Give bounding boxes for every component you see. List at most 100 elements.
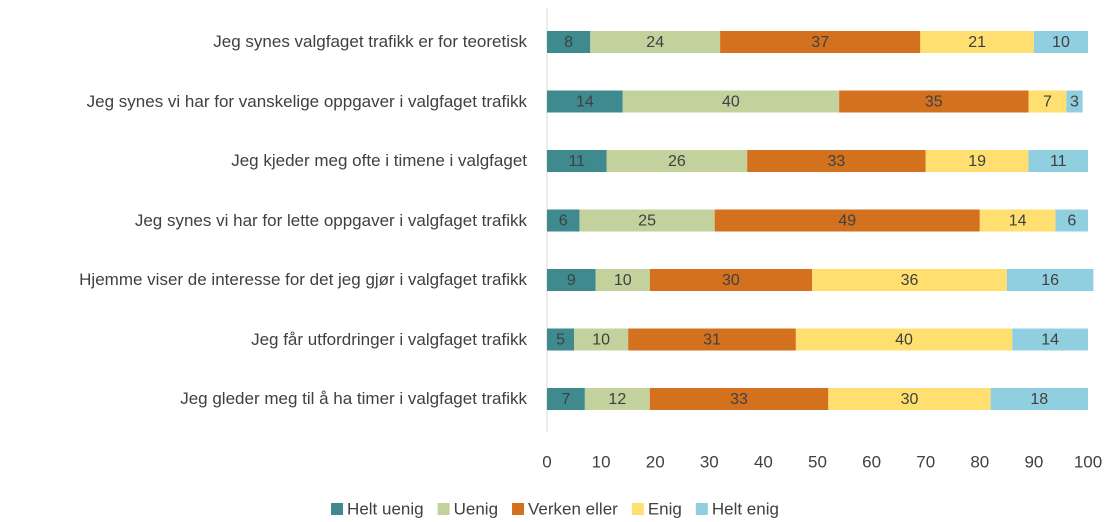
data-label: 10 xyxy=(614,272,632,289)
bar-segment xyxy=(1028,150,1088,172)
bar-segment xyxy=(606,150,748,172)
bar-segment xyxy=(649,269,813,291)
bar-segment xyxy=(828,388,991,410)
data-label: 33 xyxy=(730,391,748,408)
legend-swatch xyxy=(695,503,708,515)
data-label: 37 xyxy=(811,34,829,51)
legend-label: Verken eller xyxy=(528,499,618,518)
bar-segment xyxy=(1033,31,1088,53)
y-tick-label: Hjemme viser de interesse for det jeg gj… xyxy=(79,270,527,289)
data-label: 49 xyxy=(838,213,856,230)
legend-label: Helt enig xyxy=(712,499,779,518)
bar-segment xyxy=(547,328,575,351)
bar-segment xyxy=(714,209,980,232)
bar-segment xyxy=(747,150,926,172)
data-label: 6 xyxy=(1067,213,1076,230)
legend-label: Helt uenig xyxy=(347,499,424,518)
data-label: 30 xyxy=(722,272,740,289)
bar-segment xyxy=(920,31,1034,53)
bar-segment xyxy=(720,31,921,53)
x-tick-label: 10 xyxy=(592,452,611,471)
y-tick-label: Jeg gleder meg til å ha timer i valgfage… xyxy=(180,389,527,408)
x-tick-label: 90 xyxy=(1024,452,1043,471)
y-tick-label: Jeg kjeder meg ofte i timene i valgfaget xyxy=(231,151,527,170)
legend-swatch xyxy=(631,503,644,515)
bar-segment xyxy=(1066,90,1083,113)
x-tick-label: 20 xyxy=(646,452,665,471)
data-label: 5 xyxy=(556,332,565,349)
bar-segment xyxy=(584,388,650,410)
x-tick-label: 0 xyxy=(542,452,551,471)
data-label: 33 xyxy=(828,153,846,170)
x-tick-label: 30 xyxy=(700,452,719,471)
bar-segment xyxy=(1012,328,1088,351)
bar-segment xyxy=(547,31,591,53)
data-label: 40 xyxy=(722,94,740,111)
data-label: 36 xyxy=(901,272,919,289)
data-label: 21 xyxy=(968,34,986,51)
legend-swatch xyxy=(437,503,450,515)
data-label: 14 xyxy=(1041,332,1059,349)
x-tick-label: 80 xyxy=(970,452,989,471)
bar-segment xyxy=(547,90,623,113)
data-label: 40 xyxy=(895,332,913,349)
data-label: 31 xyxy=(703,332,721,349)
bar-segment xyxy=(1028,90,1067,113)
data-label: 3 xyxy=(1070,94,1079,111)
y-tick-label: Jeg synes vi har for lette oppgaver i va… xyxy=(134,210,527,230)
bar-segment xyxy=(595,269,650,291)
legend-swatch xyxy=(331,503,344,515)
bar-segment xyxy=(579,209,715,232)
data-label: 9 xyxy=(567,272,576,289)
data-label: 30 xyxy=(901,391,919,408)
bar-segment xyxy=(574,328,629,351)
data-label: 7 xyxy=(1043,94,1052,111)
legend-label: Enig xyxy=(648,499,682,518)
data-label: 7 xyxy=(561,391,570,408)
data-label: 8 xyxy=(564,34,573,51)
data-label: 10 xyxy=(592,332,610,349)
data-label: 10 xyxy=(1052,34,1070,51)
x-tick-label: 50 xyxy=(808,452,827,471)
data-label: 11 xyxy=(568,153,585,170)
bar-segment xyxy=(649,388,829,410)
bar-segment xyxy=(795,328,1013,351)
legend-label: Uenig xyxy=(454,499,498,518)
data-label: 25 xyxy=(638,213,656,230)
data-label: 26 xyxy=(668,153,686,170)
data-label: 12 xyxy=(608,391,626,408)
data-label: 16 xyxy=(1041,272,1059,289)
data-label: 24 xyxy=(646,34,664,51)
bar-segment xyxy=(590,31,721,53)
y-tick-label: Jeg synes vi har for vanskelige oppgaver… xyxy=(86,91,527,111)
bar-segment xyxy=(547,209,580,232)
data-label: 18 xyxy=(1030,391,1048,408)
data-label: 6 xyxy=(559,213,568,230)
x-tick-label: 60 xyxy=(862,452,881,471)
data-label: 14 xyxy=(1009,213,1027,230)
bar-segment xyxy=(628,328,796,351)
data-label: 11 xyxy=(1050,153,1067,170)
y-tick-label: Jeg synes valgfaget trafikk er for teore… xyxy=(213,32,527,51)
data-label: 35 xyxy=(925,94,943,111)
data-label: 19 xyxy=(968,153,986,170)
bar-segment xyxy=(990,388,1088,410)
bar-segment xyxy=(1055,209,1088,232)
legend-swatch xyxy=(512,503,525,515)
bar-segment xyxy=(547,150,607,172)
bar-segment xyxy=(547,388,585,410)
bar-segment xyxy=(812,269,1007,291)
x-tick-label: 40 xyxy=(754,452,773,471)
bar-segment xyxy=(979,209,1056,232)
bar-segment xyxy=(622,90,840,113)
bar-segment xyxy=(1006,269,1094,291)
x-tick-label: 70 xyxy=(916,452,935,471)
bar-segment xyxy=(547,269,596,291)
bar-segment xyxy=(839,90,1029,113)
x-tick-label: 100 xyxy=(1074,452,1102,471)
bar-segment xyxy=(925,150,1029,172)
data-label: 14 xyxy=(576,94,594,111)
y-tick-label: Jeg får utfordringer i valgfaget trafikk xyxy=(251,329,527,349)
